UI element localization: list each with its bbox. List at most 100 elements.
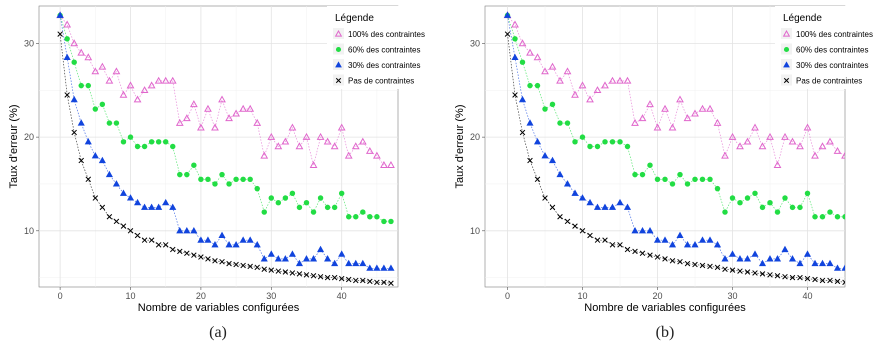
data-point-stroke-b	[602, 237, 608, 243]
data-point	[367, 278, 373, 285]
data-point	[78, 82, 84, 89]
data-point	[736, 142, 744, 150]
data-point	[548, 156, 557, 164]
data-point	[78, 157, 84, 164]
data-point	[98, 62, 107, 70]
data-point-stroke-b	[148, 237, 155, 243]
data-point	[92, 106, 99, 112]
data-point-stroke-b	[106, 213, 113, 220]
data-point	[233, 176, 239, 183]
x-axis-title: Nombre de variables configurées	[584, 302, 746, 314]
data-point	[774, 273, 781, 279]
data-point	[239, 236, 247, 243]
data-point	[527, 157, 533, 164]
legend-label: 60% des contraintes	[348, 46, 421, 55]
x-tick-label: 0	[58, 291, 63, 301]
data-point	[518, 95, 527, 103]
data-point-stroke-b	[317, 273, 324, 280]
data-point-stroke-b	[198, 254, 204, 260]
data-point	[556, 76, 564, 84]
data-point	[268, 195, 275, 201]
data-point	[751, 250, 759, 257]
data-point-stroke-b	[310, 273, 317, 279]
data-point	[367, 214, 373, 220]
data-point	[198, 254, 204, 260]
data-point-stroke-b	[549, 204, 556, 211]
legend-title: Légende	[783, 13, 822, 24]
data-point-stroke-b	[744, 269, 751, 275]
data-point	[766, 132, 774, 140]
data-point-stroke-b	[624, 246, 631, 253]
data-point	[198, 176, 204, 183]
data-point	[71, 59, 77, 65]
data-point-stroke-b	[819, 277, 826, 284]
data-point	[338, 190, 345, 197]
data-point	[253, 118, 262, 126]
data-point-stroke-b	[381, 279, 387, 286]
data-point	[282, 195, 289, 201]
data-point	[857, 219, 862, 224]
data-point	[669, 181, 676, 187]
data-point	[586, 95, 594, 103]
data-point	[218, 231, 226, 239]
data-point	[788, 137, 797, 145]
data-point	[542, 106, 548, 112]
data-point	[288, 123, 297, 131]
series-2	[56, 11, 395, 271]
data-point-stroke-b	[205, 256, 211, 262]
data-point	[534, 176, 541, 183]
data-point	[676, 95, 684, 103]
series-3	[504, 31, 845, 286]
data-point	[668, 123, 677, 131]
data-point	[366, 264, 374, 271]
data-point-stroke-b	[360, 277, 366, 284]
data-point	[706, 104, 714, 112]
data-point	[849, 265, 855, 270]
legend-label: 30% des contraintes	[796, 61, 869, 70]
data-point	[288, 250, 296, 257]
data-point	[729, 267, 736, 273]
data-point	[624, 143, 631, 150]
data-point	[282, 269, 289, 275]
data-point-stroke-b	[579, 228, 586, 234]
legend-label: Pas de contraintes	[796, 77, 862, 86]
legend-item: 30% des contraintes	[333, 59, 421, 70]
figure-caption: (a)	[209, 324, 227, 341]
data-layer	[503, 11, 863, 286]
data-point	[834, 278, 841, 285]
data-point	[744, 195, 751, 201]
data-point	[647, 162, 653, 168]
data-point	[226, 181, 232, 187]
data-point	[616, 76, 624, 84]
data-point	[714, 264, 721, 271]
legend-marker	[335, 46, 342, 53]
data-point	[646, 100, 654, 108]
data-point	[309, 255, 318, 262]
x-axis-ticks: 0 10 20 30 40	[58, 287, 347, 301]
data-point	[827, 209, 833, 215]
data-point	[827, 277, 833, 284]
data-point-stroke-b	[85, 176, 92, 183]
data-point	[857, 265, 863, 270]
data-point	[232, 109, 240, 117]
data-point-stroke-b	[219, 258, 225, 265]
data-point	[175, 118, 184, 126]
data-point	[511, 20, 519, 28]
data-point	[148, 203, 156, 210]
data-point-stroke-b	[669, 258, 676, 264]
data-point	[653, 236, 662, 243]
data-point	[773, 255, 782, 262]
data-point	[812, 276, 818, 283]
data-point	[767, 199, 773, 206]
data-point	[594, 237, 601, 243]
data-point	[714, 185, 721, 192]
data-point-stroke-b	[78, 157, 84, 164]
data-point	[176, 226, 184, 234]
data-point	[302, 255, 311, 262]
data-point	[268, 267, 275, 273]
data-point-stroke-b	[303, 272, 310, 278]
data-point	[804, 275, 811, 282]
data-point	[365, 146, 374, 154]
data-point	[70, 95, 78, 103]
